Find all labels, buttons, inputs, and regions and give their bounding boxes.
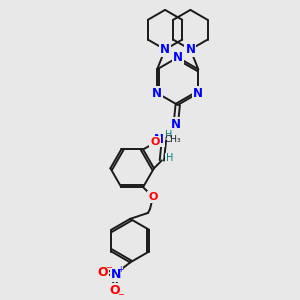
Text: O: O <box>97 266 108 279</box>
Text: O: O <box>150 136 160 146</box>
Text: N: N <box>152 87 162 100</box>
Text: O: O <box>109 284 120 297</box>
Text: −: − <box>117 291 124 300</box>
Text: N: N <box>154 133 164 146</box>
Text: N: N <box>171 118 181 131</box>
Text: N: N <box>193 87 203 100</box>
Text: CH₃: CH₃ <box>165 135 182 144</box>
Text: H: H <box>165 130 172 140</box>
Text: O: O <box>148 192 158 202</box>
Text: N: N <box>160 43 170 56</box>
Text: N: N <box>173 51 183 64</box>
Text: N: N <box>185 43 195 56</box>
Text: −: − <box>105 263 112 272</box>
Text: N: N <box>111 268 122 281</box>
Text: +: + <box>117 265 124 274</box>
Text: H: H <box>166 153 173 164</box>
